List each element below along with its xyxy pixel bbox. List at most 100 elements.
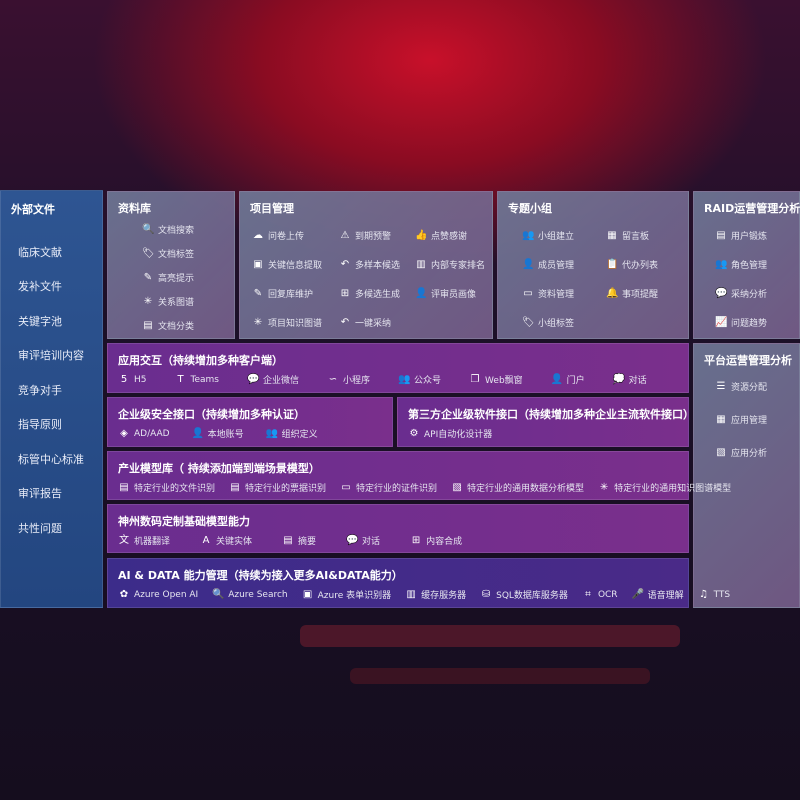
feature-item[interactable]: ▭ 特定行业的证件识别 [340, 481, 437, 495]
feature-item[interactable]: A 关键实体 [200, 534, 253, 548]
list-icon: ☰ [716, 380, 726, 392]
feature-item[interactable]: 🏷 小组标签 [522, 316, 574, 330]
feature-item[interactable]: ▤ 文档分类 [142, 319, 194, 333]
feature-item[interactable]: ↶ 一键采纳 [339, 316, 391, 330]
feature-item[interactable]: 👤 本地账号 [192, 427, 244, 441]
feature-item[interactable]: 👥 小组建立 [522, 229, 574, 243]
sidebar-item[interactable]: 竞争对手 [18, 384, 62, 397]
sidebar-item[interactable]: 审评报告 [18, 487, 62, 500]
feature-item[interactable]: 👥 组织定义 [266, 427, 318, 441]
feature-label: 资料管理 [538, 290, 575, 300]
speech-icon: 🎤 [631, 588, 645, 600]
feature-item[interactable]: 📋 代办列表 [606, 258, 658, 272]
feature-label: 特定行业的票据识别 [245, 484, 327, 494]
feature-item[interactable]: 👤 门户 [551, 373, 585, 387]
feature-item[interactable]: ▦ 留言板 [606, 229, 649, 243]
feature-label: Azure 表单识别器 [317, 591, 392, 601]
feature-item[interactable]: 👥 公众号 [398, 373, 441, 387]
feature-label: SQL数据库服务器 [496, 591, 568, 601]
compose-icon: ⊞ [411, 534, 421, 546]
background-light-bar [300, 625, 680, 647]
analysis-icon: ▧ [716, 446, 726, 458]
feature-item[interactable]: 👍 点赞感谢 [415, 229, 467, 243]
doc-class-icon: ▤ [143, 319, 153, 331]
feature-label: 对话 [628, 376, 647, 386]
feature-item[interactable]: ✳ 特定行业的通用知识图谱模型 [598, 481, 731, 495]
feature-item[interactable]: ▣ 关键信息提取 [252, 258, 322, 272]
feature-item[interactable]: ✿ Azure Open AI [118, 588, 198, 601]
feature-label: 机器翻译 [134, 537, 171, 547]
feature-item[interactable]: ⚠ 到期预警 [339, 229, 392, 243]
feature-item[interactable]: ▥ 缓存服务器 [405, 588, 467, 602]
extract-icon: ▣ [253, 258, 263, 270]
feature-item[interactable]: ✳ 项目知识图谱 [252, 316, 322, 330]
feature-item[interactable]: ⊞ 内容合成 [410, 534, 462, 548]
feature-label: 缓存服务器 [421, 591, 467, 601]
ocr-icon: ⌗ [585, 588, 591, 600]
feature-item[interactable]: ▤ 特定行业的票据识别 [229, 481, 327, 495]
feature-item[interactable]: 文机器翻译 [118, 534, 171, 548]
feature-item[interactable]: 💬 采纳分析 [715, 287, 767, 301]
feature-item[interactable]: ▦ 应用管理 [715, 413, 767, 427]
feature-label: 关键实体 [216, 537, 253, 547]
sidebar-item[interactable]: 标管中心标准 [18, 453, 84, 466]
feature-item[interactable]: 💬 对话 [346, 534, 380, 548]
panel-title: 应用交互（持续增加多种客户端） [118, 354, 283, 367]
feature-item[interactable]: ▤ 用户锻炼 [715, 229, 767, 243]
feature-item[interactable]: ✎ 回复库维护 [252, 287, 314, 301]
feature-item[interactable]: ☁ 问卷上传 [252, 229, 304, 243]
feature-item[interactable]: ⚙ API自动化设计器 [408, 427, 493, 441]
feature-item[interactable]: 💬 企业微信 [246, 373, 299, 387]
feature-item[interactable]: ✎ 高亮提示 [142, 271, 194, 285]
feature-item[interactable]: ▤ 摘要 [282, 534, 316, 548]
sidebar-item[interactable]: 临床文献 [18, 246, 62, 259]
ad-icon: ◈ [120, 427, 128, 439]
alarm-icon: ⚠ [340, 229, 350, 241]
feature-item[interactable]: ☰ 资源分配 [715, 380, 768, 394]
feature-item[interactable]: ◈ AD/AAD [118, 427, 169, 440]
translate-icon: 文 [119, 534, 129, 546]
feature-item[interactable]: ▣ Azure 表单识别器 [302, 588, 392, 602]
feature-item[interactable]: 🔔 事项提醒 [606, 287, 658, 301]
member-icon: 👤 [522, 258, 535, 270]
feature-item[interactable]: 💭 对话 [613, 373, 647, 387]
feature-item[interactable]: ⊞ 多候选生成 [339, 287, 400, 301]
feature-item[interactable]: ✳ 关系图谱 [142, 295, 194, 309]
sidebar-item[interactable]: 关键字池 [18, 315, 62, 328]
feature-label: 回复库维护 [268, 290, 314, 300]
feature-item[interactable]: 🎤 语音理解 [631, 588, 684, 602]
sidebar-item[interactable]: 共性问题 [18, 522, 62, 535]
openai-icon: ✿ [119, 588, 129, 600]
feature-label: 文档标签 [158, 250, 195, 260]
wecom-icon: 💬 [246, 373, 260, 385]
feature-label: 文档搜索 [158, 226, 195, 236]
feature-item[interactable]: T Teams [175, 373, 219, 386]
panel-library: 资料库 🔍 文档搜索 🏷 文档标签 ✎ 高亮提示 ✳ 关系图谱 ▤ 文档分类 [107, 191, 235, 339]
feature-item[interactable]: 5 H5 [118, 373, 147, 386]
feature-item[interactable]: 📈 问题趋势 [715, 316, 767, 330]
sidebar-item[interactable]: 审评培训内容 [18, 349, 84, 362]
feature-item[interactable]: 👤 成员管理 [522, 258, 575, 272]
edit-icon: ✎ [253, 287, 263, 299]
feature-item[interactable]: 🏷 文档标签 [142, 247, 195, 261]
feature-item[interactable]: ▧ 应用分析 [715, 446, 767, 460]
feature-item[interactable]: ▧ 特定行业的通用数据分析模型 [451, 481, 584, 495]
feature-item[interactable]: ▤ 特定行业的文件识别 [118, 481, 215, 495]
feature-item[interactable]: 🔍 文档搜索 [142, 223, 195, 237]
feature-item[interactable]: 👤 评审员画像 [415, 287, 476, 301]
feature-item[interactable]: ↶ 多样本候选 [339, 258, 400, 272]
sidebar-item[interactable]: 发补文件 [18, 280, 62, 293]
feature-label: 成员管理 [538, 261, 575, 271]
feature-item[interactable]: ⛁ SQL数据库服务器 [480, 588, 568, 602]
feature-label: OCR [597, 589, 618, 600]
feature-item[interactable]: ▥ 内部专家排名 [415, 258, 485, 272]
sidebar-item[interactable]: 指导原则 [18, 418, 62, 431]
feature-item[interactable]: ⌗ OCR [582, 588, 618, 601]
feature-item[interactable]: 🔍 Azure Search [212, 588, 287, 601]
feature-item[interactable]: ∽ 小程序 [327, 373, 370, 387]
feature-item[interactable]: ♫ TTS [698, 588, 730, 601]
puzzle-icon: ⊞ [340, 287, 350, 299]
feature-item[interactable]: 👥 角色管理 [715, 258, 767, 272]
feature-item[interactable]: ▭ 资料管理 [522, 287, 575, 301]
feature-item[interactable]: ❐ Web飘窗 [469, 373, 523, 387]
